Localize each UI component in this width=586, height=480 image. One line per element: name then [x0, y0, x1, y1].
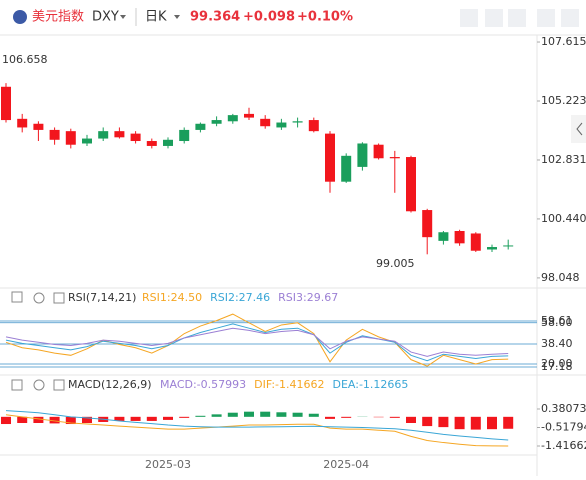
y-tick-label: 105.223: [541, 94, 586, 107]
histogram-bar: [471, 417, 481, 430]
legend-entry: RSI3:29.67: [278, 291, 338, 304]
change-pct: +0.10%: [297, 10, 353, 25]
candle-body: [179, 130, 189, 141]
histogram-bar: [212, 414, 222, 416]
histogram-bar: [195, 416, 205, 417]
candle-body: [438, 232, 448, 241]
tool-button[interactable]: [508, 9, 526, 27]
y-tick-label: 98.048: [541, 271, 580, 284]
candle-body: [33, 124, 43, 130]
candle-body: [341, 156, 351, 182]
histogram-bar: [147, 417, 157, 421]
candle-body: [293, 121, 303, 122]
candle-body: [82, 139, 92, 144]
candle-body: [422, 210, 432, 237]
histogram-bar: [503, 417, 513, 429]
histogram-bar: [325, 417, 335, 419]
y-tick-label: 58.00: [541, 316, 573, 329]
legend-entry: RSI1:24.50: [142, 291, 202, 304]
candle-body: [374, 145, 384, 159]
toolbar: [460, 9, 579, 27]
index-name: 美元指数: [32, 10, 84, 25]
candle-body: [325, 134, 335, 182]
candle-body: [163, 140, 173, 146]
legend-entry: DIF:-1.41662: [254, 378, 324, 391]
y-tick-label: 38.40: [541, 337, 573, 350]
change: +0.098: [243, 10, 295, 25]
candle-body: [357, 143, 367, 166]
candle-body: [228, 115, 238, 121]
candle-body: [260, 119, 270, 126]
histogram-bar: [260, 412, 270, 417]
candle-body: [131, 134, 141, 141]
candle-body: [406, 157, 416, 211]
histogram-bar: [244, 412, 254, 417]
y-tick-label: 107.615: [541, 35, 586, 48]
candle-body: [309, 120, 319, 131]
macd-title: MACD(12,26,9): [68, 378, 152, 391]
price: 99.364: [190, 10, 240, 25]
legend-entry: RSI2:27.46: [210, 291, 270, 304]
legend-entry: MACD:-0.57993: [160, 378, 246, 391]
candle-body: [455, 231, 465, 243]
histogram-bar: [276, 412, 286, 417]
histogram-bar: [131, 417, 141, 421]
candle-body: [98, 131, 108, 138]
x-tick-label: 2025-04: [323, 458, 369, 471]
candle-body: [390, 157, 400, 158]
histogram-bar: [293, 413, 303, 417]
y-tick-label: 20.00: [541, 357, 573, 370]
y-tick-label: -0.51794: [541, 420, 586, 433]
candle-body: [195, 124, 205, 130]
y-tick-label: 0.38073: [541, 402, 586, 415]
flag-icon: [13, 10, 27, 24]
candle-body: [276, 123, 286, 128]
legend-entry: DEA:-1.12665: [333, 378, 409, 391]
y-tick-label: -1.41662: [541, 439, 586, 452]
histogram-bar: [341, 417, 351, 418]
tool-button[interactable]: [460, 9, 478, 27]
symbol[interactable]: DXY: [92, 10, 119, 25]
histogram-bar: [406, 417, 416, 423]
tool-button[interactable]: [561, 9, 579, 27]
candle-body: [503, 245, 513, 246]
candle-body: [114, 131, 124, 137]
collapse-button[interactable]: [571, 115, 586, 143]
candle-body: [471, 233, 481, 250]
candle-body: [50, 130, 60, 140]
low-annotation: 99.005: [376, 257, 415, 270]
candle-body: [244, 114, 254, 118]
candle-body: [17, 119, 27, 128]
histogram-bar: [390, 417, 400, 418]
tool-button[interactable]: [485, 9, 503, 27]
high-annotation: 106.658: [2, 53, 48, 66]
histogram-bar: [309, 414, 319, 417]
candle-body: [1, 87, 11, 120]
candle-body: [147, 141, 157, 146]
candle-body: [212, 120, 222, 124]
x-tick-label: 2025-03: [145, 458, 191, 471]
histogram-bar: [422, 417, 432, 426]
y-tick-label: 100.440: [541, 212, 586, 225]
candle-body: [66, 131, 76, 145]
histogram-bar: [228, 413, 238, 417]
tool-button[interactable]: [537, 9, 555, 27]
histogram-bar: [1, 417, 11, 424]
histogram-bar: [455, 417, 465, 429]
candle-body: [487, 247, 497, 249]
histogram-bar: [33, 417, 43, 423]
histogram-bar: [438, 417, 448, 427]
y-tick-label: 102.831: [541, 153, 586, 166]
histogram-bar: [179, 417, 189, 418]
histogram-bar: [487, 417, 497, 429]
histogram-bar: [163, 417, 173, 420]
rsi-title: RSI(7,14,21): [68, 291, 136, 304]
period[interactable]: 日K: [145, 10, 167, 25]
